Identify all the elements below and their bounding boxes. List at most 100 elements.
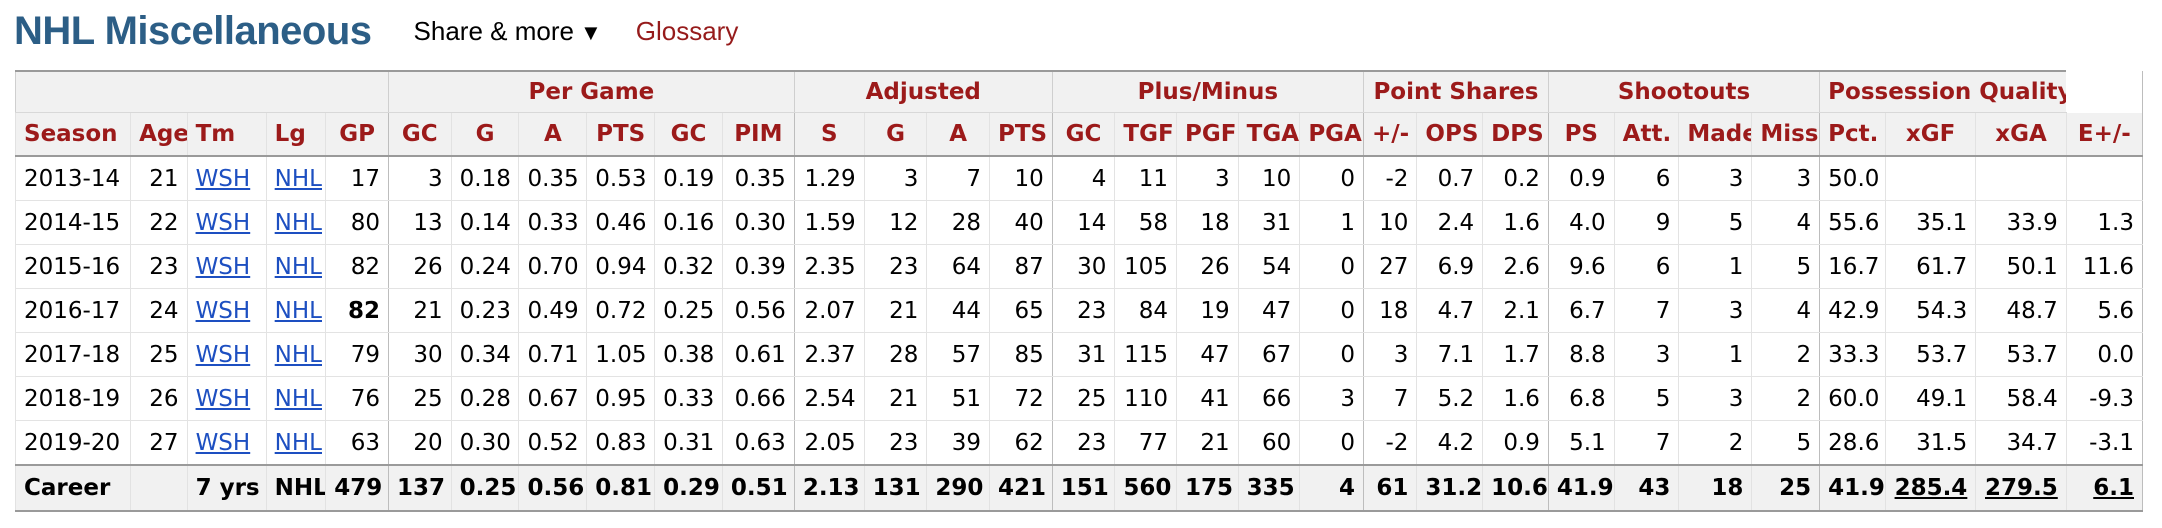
table-cell: 26 <box>130 376 188 421</box>
table-cell: 0.63 <box>721 420 795 466</box>
table-cell: 0 <box>1299 244 1364 289</box>
column-header[interactable]: G <box>450 112 519 157</box>
column-header[interactable]: A <box>518 112 587 157</box>
table-cell: 21 <box>863 288 927 333</box>
table-cell: 0.23 <box>450 288 519 333</box>
column-header[interactable]: G <box>863 112 927 157</box>
table-cell: 60 <box>1237 420 1300 466</box>
column-header[interactable]: xGA <box>1975 112 2067 157</box>
column-header[interactable]: PTS <box>586 112 655 157</box>
table-cell: 25 <box>1051 376 1115 421</box>
column-header[interactable]: Season <box>14 112 131 157</box>
league-link[interactable]: NHL <box>274 253 322 280</box>
column-header[interactable]: xGF <box>1884 112 1976 157</box>
league-link[interactable]: NHL <box>274 165 322 192</box>
team-link[interactable]: WSH <box>195 341 251 368</box>
table-cell: 0.56 <box>721 288 795 333</box>
column-header[interactable]: TGF <box>1114 112 1177 157</box>
table-cell: 0.0 <box>2065 332 2143 377</box>
column-header[interactable]: +/- <box>1362 112 1417 157</box>
column-header[interactable]: A <box>926 112 990 157</box>
league-link[interactable]: NHL <box>274 385 322 412</box>
table-cell: 2 <box>1678 420 1752 466</box>
table-cell: 6.8 <box>1547 376 1615 421</box>
table-cell: 0.33 <box>654 376 723 421</box>
league-link[interactable]: NHL <box>274 341 322 368</box>
table-cell: 27 <box>130 420 188 466</box>
table-cell: 26 <box>387 244 452 289</box>
table-cell: 0.35 <box>721 156 795 201</box>
column-header[interactable]: GC <box>387 112 452 157</box>
column-header[interactable]: PTS <box>989 112 1053 157</box>
league-link[interactable]: NHL <box>274 429 322 456</box>
column-header[interactable]: S <box>793 112 865 157</box>
table-cell: 25 <box>130 332 188 377</box>
table-cell: 67 <box>1237 332 1300 377</box>
column-header[interactable]: GC <box>1051 112 1115 157</box>
table-cell: 2.35 <box>793 244 865 289</box>
column-header[interactable]: PIM <box>721 112 795 157</box>
team-link[interactable]: WSH <box>195 429 251 456</box>
table-cell: 0.94 <box>586 244 655 289</box>
table-cell: NHL <box>265 200 326 245</box>
column-header[interactable]: Lg <box>265 112 326 157</box>
column-header[interactable]: Made <box>1678 112 1752 157</box>
table-cell: 5 <box>1678 200 1752 245</box>
column-header[interactable]: Att. <box>1613 112 1679 157</box>
career-cell <box>130 464 188 512</box>
career-cell: 31.2 <box>1416 464 1483 512</box>
table-cell: 2 <box>1751 332 1820 377</box>
column-header[interactable]: GC <box>654 112 723 157</box>
column-header[interactable]: OPS <box>1416 112 1483 157</box>
table-cell: 66 <box>1237 376 1300 421</box>
column-header[interactable]: PGF <box>1176 112 1239 157</box>
team-link[interactable]: WSH <box>195 297 251 324</box>
group-header: Shootouts <box>1547 70 1820 113</box>
share-more-label: Share & more <box>413 15 574 46</box>
column-header[interactable]: Miss <box>1751 112 1820 157</box>
table-cell: 28 <box>863 332 927 377</box>
table-cell: 47 <box>1237 288 1300 333</box>
column-header[interactable]: PS <box>1547 112 1615 157</box>
table-cell: 49.1 <box>1884 376 1976 421</box>
column-header[interactable]: GP <box>325 112 389 157</box>
table-cell: 53.7 <box>1884 332 1976 377</box>
column-header[interactable]: Age <box>130 112 188 157</box>
career-cell: 7 yrs <box>186 464 267 512</box>
career-cell: 6.1 <box>2065 464 2143 512</box>
career-cell: 0.25 <box>450 464 519 512</box>
column-header[interactable]: E+/- <box>2065 112 2143 157</box>
table-cell: 0 <box>1299 156 1364 201</box>
column-header[interactable]: Tm <box>186 112 267 157</box>
group-header: Plus/Minus <box>1051 70 1364 113</box>
column-header[interactable]: TGA <box>1237 112 1300 157</box>
table-cell: NHL <box>265 244 326 289</box>
table-cell: 5 <box>1613 376 1679 421</box>
career-cell: 10.6 <box>1482 464 1549 512</box>
team-link[interactable]: WSH <box>195 385 251 412</box>
league-link[interactable]: NHL <box>274 209 322 236</box>
table-cell: 6.9 <box>1416 244 1483 289</box>
table-cell: 6 <box>1613 244 1679 289</box>
column-header[interactable]: PGA <box>1299 112 1364 157</box>
team-link[interactable]: WSH <box>195 209 251 236</box>
table-cell: 0.31 <box>654 420 723 466</box>
table-cell: 82 <box>325 244 389 289</box>
career-cell: 151 <box>1051 464 1115 512</box>
table-cell: WSH <box>186 244 267 289</box>
table-cell: 2016-17 <box>14 288 131 333</box>
table-cell: 2.6 <box>1482 244 1549 289</box>
table-cell: 1.7 <box>1482 332 1549 377</box>
column-header[interactable]: DPS <box>1482 112 1549 157</box>
career-cell: 131 <box>863 464 927 512</box>
league-link[interactable]: NHL <box>274 297 322 324</box>
glossary-link[interactable]: Glossary <box>635 15 739 46</box>
group-header-row: Per Game Adjusted Plus/Minus Point Shares Sh… <box>15 70 2143 113</box>
share-more-menu[interactable]: Share & more ▼ <box>414 16 602 47</box>
table-cell: 0.9 <box>1482 420 1549 466</box>
team-link[interactable]: WSH <box>195 165 251 192</box>
table-cell: 1.6 <box>1482 200 1549 245</box>
team-link[interactable]: WSH <box>195 253 251 280</box>
table-cell: 21 <box>387 288 452 333</box>
column-header[interactable]: Pct. <box>1819 112 1886 157</box>
